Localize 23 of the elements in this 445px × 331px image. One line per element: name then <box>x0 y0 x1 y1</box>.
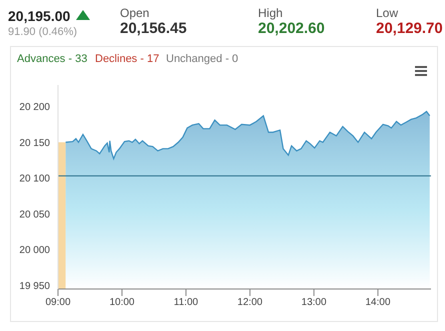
x-tick-label: 10:00 <box>109 297 135 308</box>
y-tick-label: 20 150 <box>19 138 50 149</box>
y-tick-label: 20 200 <box>19 102 50 114</box>
text: 20,202.60 <box>258 20 325 37</box>
text: Low <box>376 6 398 20</box>
chart-subtitle: 91.90 (0.46%) <box>8 26 78 38</box>
text: High <box>258 6 283 20</box>
x-tick-label: 14:00 <box>365 297 391 308</box>
text: 20,129.70 <box>376 20 443 37</box>
y-tick-label: 20 100 <box>19 174 50 185</box>
y-tick-label: 20 050 <box>19 209 50 220</box>
x-tick-label: 09:00 <box>45 297 71 308</box>
x-tick-label: 11:00 <box>174 297 199 308</box>
y-tick-label: 20 000 <box>19 245 50 256</box>
chart-title: 20,195.00 <box>8 8 70 24</box>
y-tick-label: 19 950 <box>19 280 50 292</box>
text: 20,156.45 <box>120 20 187 37</box>
x-tick-label: 12:00 <box>237 297 263 308</box>
text: Unchanged - 0 <box>166 53 238 65</box>
x-tick-label: 13:00 <box>301 297 327 308</box>
text: Advances - 33 <box>17 53 88 65</box>
text: Open <box>120 6 150 20</box>
text: Declines - 17 <box>95 53 160 65</box>
